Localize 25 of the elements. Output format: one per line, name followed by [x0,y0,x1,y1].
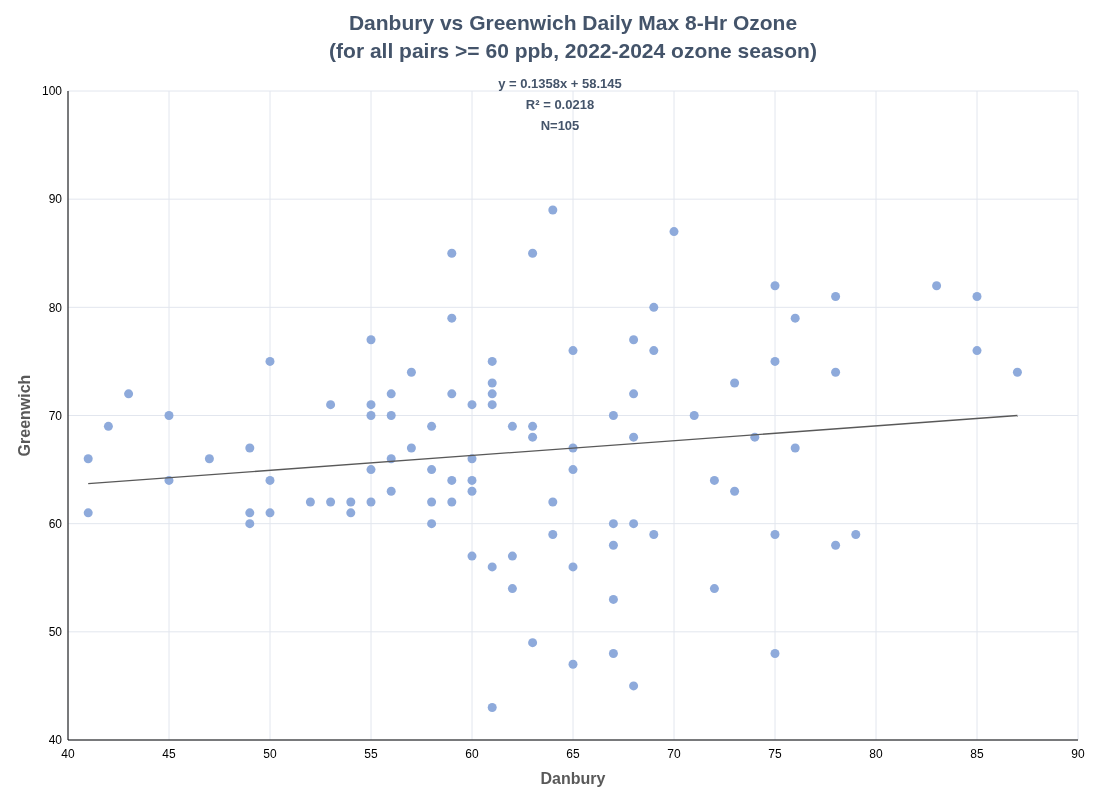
y-tick-label: 40 [48,733,63,748]
chart-title: Danbury vs Greenwich Daily Max 8-Hr Ozone [348,11,798,34]
text: y = 0.1358x + 58.145 [498,76,622,91]
x-tick-label: 50 [263,747,277,761]
y-tick-label: 80 [48,300,63,315]
x-tick-label: 65 [566,747,580,761]
y-tick-label: 60 [48,516,63,531]
x-tick-label: 70 [667,747,681,761]
chart-subtitle: (for all pairs >= 60 ppb, 2022-2024 ozone season) [329,39,817,62]
y-axis-title: Greenwich [16,374,33,457]
y-tick-label: 100 [41,84,63,99]
x-tick-label: 80 [869,747,883,761]
x-tick-label: 60 [465,747,479,761]
x-tick-label: 90 [1071,747,1085,761]
annotation: N=105 [540,118,580,133]
y-tick-label: 90 [48,192,63,207]
x-tick-label: 85 [970,747,984,761]
x-tick-label: 45 [162,747,176,761]
x-axis-title: Danbury [540,770,606,787]
annotation: R² = 0.0218 [525,97,595,112]
y-tick-label: 50 [48,625,63,640]
y-tick-label: 70 [48,408,63,423]
x-tick-label: 75 [768,747,782,761]
x-tick-label: 40 [61,747,75,761]
x-tick-label: 55 [364,747,378,761]
